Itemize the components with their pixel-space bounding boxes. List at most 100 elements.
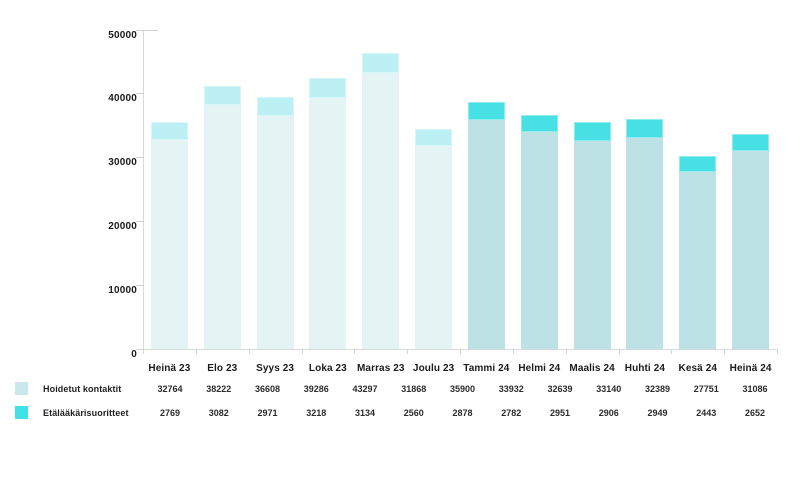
table-cell: 31086 (742, 384, 768, 394)
table-cell: 32764 (157, 384, 183, 394)
table-cell: 3218 (306, 407, 327, 418)
y-axis-tick (136, 157, 144, 159)
y-axis-tick (136, 220, 144, 222)
bar-segment-etalaakarisuoritteet[interactable] (203, 85, 241, 106)
bar-Kesä 24[interactable] (679, 156, 717, 350)
bar-Joulu 23[interactable] (415, 129, 453, 349)
table-cell: 38222 (206, 384, 232, 394)
bar-segment-hoidetut-kontaktit[interactable] (679, 171, 717, 350)
y-axis-tick (136, 93, 144, 95)
x-axis-tick (777, 349, 778, 354)
bar-segment-hoidetut-kontaktit[interactable] (362, 72, 400, 349)
bar-segment-etalaakarisuoritteet[interactable] (309, 77, 347, 99)
table-cell: 2949 (647, 407, 668, 418)
bar-Heinä 23[interactable] (150, 122, 188, 349)
table-cell: 35900 (449, 384, 476, 394)
x-axis-label: Huhti 24 (624, 363, 666, 374)
table-cell: 2560 (403, 407, 424, 418)
table-cell: 32389 (644, 384, 671, 394)
bar-segment-etalaakarisuoritteet[interactable] (626, 119, 664, 138)
table-cell: 3134 (354, 407, 376, 418)
table-cell: 2906 (598, 407, 619, 418)
x-axis-tick (671, 349, 673, 354)
legend-label: Hoidetut kontaktit (43, 384, 122, 394)
table-cell: 43297 (352, 384, 378, 394)
bar-Tammi 24[interactable] (467, 101, 505, 349)
y-axis-tick-label: 20000 (108, 220, 137, 232)
bar-segment-hoidetut-kontaktit[interactable] (626, 137, 664, 349)
table-cell: 2971 (257, 407, 278, 418)
x-axis-label: Loka 23 (308, 363, 347, 374)
bar-segment-etalaakarisuoritteet[interactable] (256, 96, 294, 116)
bar-segment-etalaakarisuoritteet[interactable] (150, 122, 188, 140)
bar-segment-hoidetut-kontaktit[interactable] (309, 98, 347, 349)
bar-Marras 23[interactable] (362, 52, 400, 349)
y-axis-tick-label: 10000 (108, 284, 137, 296)
bar-segment-etalaakarisuoritteet[interactable] (362, 52, 400, 73)
x-axis-label: Heinä 24 (729, 363, 772, 374)
x-axis-label: Joulu 23 (412, 363, 455, 374)
bar-segment-etalaakarisuoritteet[interactable] (573, 121, 611, 141)
x-axis-tick (248, 349, 250, 354)
y-axis-tick-label: 50000 (108, 29, 137, 41)
table-cell: 3082 (208, 407, 229, 418)
bar-segment-hoidetut-kontaktit[interactable] (732, 150, 770, 349)
table-cell: 2769 (159, 407, 181, 418)
table-cell: 32639 (547, 384, 573, 394)
x-axis-tick (143, 349, 144, 354)
table-cell: 2951 (549, 407, 571, 418)
bar-segment-etalaakarisuoritteet[interactable] (520, 114, 558, 133)
x-axis-tick (407, 349, 409, 354)
x-axis-label: Heinä 23 (148, 363, 191, 374)
x-axis-label: Marras 23 (356, 363, 405, 374)
table-cell: 2443 (696, 407, 717, 418)
bar-segment-hoidetut-kontaktit[interactable] (150, 139, 188, 349)
bar-segment-hoidetut-kontaktit[interactable] (573, 140, 611, 349)
legend-swatch-etalaakarisuoritteet[interactable] (15, 405, 28, 419)
bar-Huhti 24[interactable] (626, 119, 664, 349)
bar-segment-etalaakarisuoritteet[interactable] (679, 156, 717, 172)
legend-label: Etälääkärisuoritteet (43, 407, 129, 418)
legend-swatch-hoidetut-kontaktit[interactable] (15, 382, 28, 395)
bar-Syys 23[interactable] (256, 96, 294, 350)
x-axis-label: Helmi 24 (518, 363, 561, 374)
bar-segment-hoidetut-kontaktit[interactable] (520, 132, 558, 349)
x-axis-label: Maalis 24 (569, 363, 615, 374)
table-cell: 2878 (452, 407, 473, 418)
table-cell: 39286 (303, 384, 329, 394)
bar-Helmi 24[interactable] (520, 114, 558, 349)
bar-segment-etalaakarisuoritteet[interactable] (732, 133, 770, 151)
x-axis-tick (354, 349, 356, 354)
bar-Elo 23[interactable] (203, 85, 241, 350)
bar-segment-hoidetut-kontaktit[interactable] (203, 105, 241, 350)
y-axis-tick-label: 30000 (108, 157, 137, 169)
table-cell: 31868 (401, 384, 427, 394)
table-cell: 2652 (744, 407, 766, 418)
table-cell: 33140 (596, 384, 622, 394)
bar-segment-etalaakarisuoritteet[interactable] (415, 129, 453, 146)
bar-segment-hoidetut-kontaktit[interactable] (467, 119, 505, 349)
bar-segment-etalaakarisuoritteet[interactable] (467, 101, 505, 120)
table-cell: 27751 (693, 384, 719, 394)
x-axis-tick (460, 349, 461, 354)
bar-segment-hoidetut-kontaktit[interactable] (256, 115, 294, 350)
x-axis-tick (195, 349, 197, 354)
y-axis-tick (136, 29, 158, 31)
x-axis-tick (512, 349, 514, 354)
bar-Heinä 24[interactable] (732, 133, 770, 349)
y-axis-tick-label: 40000 (108, 93, 137, 105)
y-axis-tick (136, 348, 144, 350)
x-axis-tick (301, 349, 303, 354)
x-axis-tick (724, 349, 726, 354)
x-axis-tick (618, 349, 620, 354)
y-axis-tick-label: 0 (131, 348, 137, 360)
bar-Loka 23[interactable] (309, 77, 347, 349)
x-axis-tick (565, 349, 567, 354)
table-cell: 2782 (501, 407, 522, 418)
x-axis-label: Kesä 24 (678, 363, 718, 374)
bar-Maalis 24[interactable] (573, 121, 611, 349)
x-axis-label: Syys 23 (256, 363, 295, 374)
bar-segment-hoidetut-kontaktit[interactable] (415, 145, 453, 349)
x-axis-label: Elo 23 (207, 363, 238, 374)
